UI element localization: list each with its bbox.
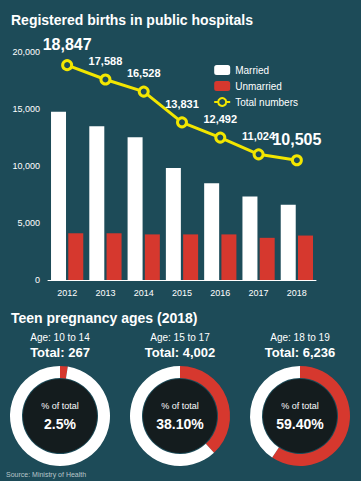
svg-text:Total numbers: Total numbers (235, 97, 298, 108)
svg-text:Total: 6,236: Total: 6,236 (265, 345, 336, 360)
svg-text:Total: 4,002: Total: 4,002 (145, 345, 216, 360)
svg-text:% of total: % of total (41, 401, 79, 411)
svg-text:13,831: 13,831 (165, 98, 199, 110)
svg-text:% of total: % of total (281, 401, 319, 411)
svg-text:15,000: 15,000 (12, 104, 40, 114)
svg-text:2017: 2017 (249, 288, 269, 298)
svg-text:Source: Ministry of Health: Source: Ministry of Health (6, 471, 86, 479)
svg-text:Age: 10 to 14: Age: 10 to 14 (30, 332, 90, 343)
svg-text:10,505: 10,505 (272, 131, 321, 148)
svg-text:11,024: 11,024 (242, 130, 276, 142)
svg-text:2.5%: 2.5% (44, 416, 76, 432)
svg-text:10,000: 10,000 (12, 161, 40, 171)
svg-text:Registered births in public ho: Registered births in public hospitals (11, 12, 253, 28)
svg-text:5,000: 5,000 (17, 218, 40, 228)
svg-text:2014: 2014 (134, 288, 154, 298)
svg-text:59.40%: 59.40% (276, 416, 324, 432)
svg-text:Married: Married (235, 65, 269, 76)
svg-text:16,528: 16,528 (127, 67, 161, 79)
svg-text:Age: 15 to 17: Age: 15 to 17 (150, 332, 210, 343)
svg-text:20,000: 20,000 (12, 47, 40, 57)
svg-text:12,492: 12,492 (203, 113, 237, 125)
svg-text:2013: 2013 (95, 288, 115, 298)
svg-text:2012: 2012 (57, 288, 77, 298)
svg-text:Age: 18 to 19: Age: 18 to 19 (270, 332, 330, 343)
svg-text:% of total: % of total (161, 401, 199, 411)
svg-text:2018: 2018 (287, 288, 307, 298)
svg-text:0: 0 (35, 275, 40, 285)
svg-text:Unmarried: Unmarried (235, 81, 282, 92)
svg-text:2016: 2016 (210, 288, 230, 298)
svg-text:17,588: 17,588 (89, 55, 123, 67)
svg-text:2015: 2015 (172, 288, 192, 298)
svg-text:Total: 267: Total: 267 (30, 345, 90, 360)
svg-text:38.10%: 38.10% (156, 416, 204, 432)
svg-text:18,847: 18,847 (43, 36, 92, 53)
svg-text:Teen pregnancy ages (2018): Teen pregnancy ages (2018) (11, 310, 197, 326)
